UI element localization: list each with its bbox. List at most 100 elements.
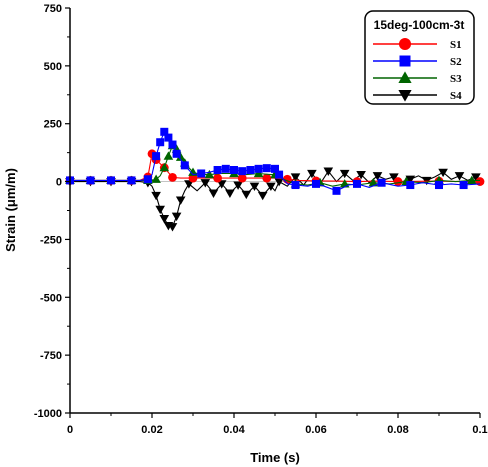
data-point-s2 <box>377 178 386 187</box>
data-point-s1 <box>262 173 272 183</box>
data-point-s3 <box>163 151 174 160</box>
data-point-s4 <box>389 173 399 182</box>
data-point-s2 <box>353 179 361 188</box>
data-point-s1 <box>393 177 403 186</box>
legend-marker-s3 <box>398 71 412 83</box>
data-point-s2 <box>221 164 230 173</box>
data-point-s4 <box>266 182 276 191</box>
data-point-s4 <box>200 179 211 188</box>
data-point-s2 <box>213 166 222 174</box>
legend-box <box>364 10 475 105</box>
data-point-s4 <box>257 191 268 201</box>
data-point-s3 <box>253 168 264 178</box>
data-point-s2 <box>275 170 284 179</box>
data-point-s2 <box>254 164 263 173</box>
data-point-s2 <box>406 181 415 190</box>
data-point-s3 <box>467 175 477 185</box>
legend-marker-s1 <box>398 37 412 51</box>
y-tick-label: 750 <box>44 3 62 15</box>
data-point-s4 <box>249 182 260 191</box>
data-point-s3 <box>175 152 186 161</box>
y-tick-label: -750 <box>40 350 62 362</box>
data-point-s4 <box>241 190 252 200</box>
x-tick-label: 0.04 <box>223 424 245 436</box>
data-point-s2 <box>172 149 181 158</box>
data-point-s2 <box>271 164 279 173</box>
legend-title: 15deg-100cm-3t <box>374 18 465 32</box>
series-line-s2 <box>70 130 481 192</box>
data-point-s4 <box>216 180 227 189</box>
legend-marker-s4 <box>398 90 412 102</box>
x-axis-title: Time (s) <box>250 450 300 465</box>
data-point-s2 <box>160 127 169 136</box>
data-point-s4 <box>405 175 416 185</box>
data-point-s4 <box>225 189 235 198</box>
data-point-s4 <box>155 205 165 215</box>
data-point-s4 <box>184 180 194 189</box>
data-point-s2 <box>143 175 152 184</box>
legend-item-s1: S1 <box>373 37 462 51</box>
data-point-s4 <box>159 215 170 224</box>
data-point-s4 <box>151 191 161 201</box>
data-point-s3 <box>159 162 170 172</box>
x-tick-label: 0.1 <box>472 424 487 436</box>
x-tick-label: 0.02 <box>141 424 162 436</box>
x-tick-labels: 0 0.02 0.04 0.06 0.08 0.1 <box>67 424 488 436</box>
data-point-s4 <box>171 212 182 222</box>
legend-label-s3: S3 <box>450 73 462 85</box>
data-point-s2 <box>230 166 238 174</box>
legend-item-s4: S4 <box>373 90 462 102</box>
data-point-s4 <box>356 171 366 180</box>
data-point-s2 <box>435 181 443 190</box>
data-point-s3 <box>151 174 161 183</box>
data-point-s2 <box>86 176 95 185</box>
legend-item-s3: S3 <box>373 71 462 85</box>
data-point-s4 <box>167 223 178 232</box>
legend-marker-s2 <box>399 55 411 67</box>
y-axis-title: Strain (μm/m) <box>3 168 18 252</box>
y-tick-label: 250 <box>44 119 62 131</box>
data-point-s2 <box>180 161 189 170</box>
y-tick-label: 500 <box>44 61 62 73</box>
data-point-s4 <box>471 173 481 182</box>
data-point-s1 <box>213 173 223 183</box>
axes <box>65 7 481 418</box>
data-point-s4 <box>290 173 301 182</box>
data-point-s2 <box>156 138 165 147</box>
data-point-s4 <box>323 167 334 176</box>
y-tick-label: -1000 <box>34 408 62 420</box>
x-tick-label: 0.06 <box>305 424 326 436</box>
y-tick-label: -250 <box>40 234 62 246</box>
data-point-s2 <box>238 167 247 176</box>
y-tick-label: 0 <box>56 177 62 189</box>
data-point-s2 <box>127 176 136 185</box>
data-point-s2 <box>197 169 206 178</box>
data-point-s4 <box>175 196 186 205</box>
data-point-s4 <box>233 181 243 190</box>
data-point-s2 <box>246 166 255 174</box>
y-tick-labels: 750 500 250 0 -250 -500 -750 -1000 <box>34 3 62 420</box>
data-point-s2 <box>291 181 300 190</box>
data-point-s2 <box>262 164 271 173</box>
series-layer <box>65 127 485 232</box>
data-point-s2 <box>164 133 173 142</box>
legend-items: S1 S2 S3 S4 <box>373 37 462 102</box>
data-point-s1 <box>168 173 177 182</box>
data-point-s2 <box>312 179 320 188</box>
data-point-s2 <box>332 186 341 195</box>
legend-label-s4: S4 <box>450 90 462 102</box>
data-point-s4 <box>208 189 219 198</box>
data-point-s2 <box>107 176 115 185</box>
data-point-s4 <box>274 177 284 187</box>
data-point-s2 <box>168 140 177 149</box>
data-point-s4 <box>339 169 350 179</box>
data-point-s4 <box>307 169 317 179</box>
legend-label-s1: S1 <box>450 39 462 51</box>
x-tick-label: 0 <box>67 424 73 436</box>
legend-item-s2: S2 <box>373 55 462 68</box>
data-point-s3 <box>368 177 379 187</box>
series-s2 <box>66 127 481 195</box>
x-tick-label: 0.08 <box>387 424 408 436</box>
data-point-s3 <box>204 169 215 179</box>
